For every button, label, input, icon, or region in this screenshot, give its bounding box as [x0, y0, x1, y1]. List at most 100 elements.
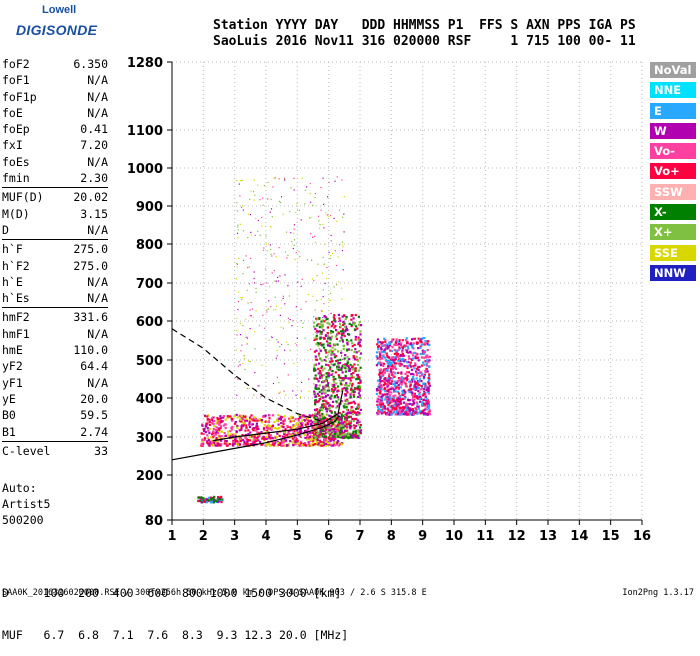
echo-point	[399, 395, 402, 398]
echo-point	[337, 435, 340, 439]
echo-point	[318, 347, 320, 349]
echo-point	[258, 418, 261, 421]
echo-point	[340, 423, 344, 426]
param-value: N/A	[87, 222, 108, 237]
echo-point	[310, 444, 313, 447]
echo-point	[405, 337, 408, 340]
echo-point	[355, 432, 358, 435]
echo-point	[333, 318, 336, 321]
echo-point	[335, 400, 338, 403]
echo-point	[312, 431, 315, 434]
echo-point	[249, 214, 251, 216]
echo-point	[202, 432, 205, 436]
echo-point	[352, 356, 355, 359]
echo-point	[412, 395, 415, 398]
echo-point	[314, 196, 316, 199]
echo-point	[307, 441, 310, 444]
echo-point	[236, 266, 238, 268]
echo-point	[296, 442, 299, 445]
echo-point	[402, 357, 405, 360]
echo-point	[388, 359, 391, 362]
echo-point	[354, 388, 357, 391]
echo-point	[386, 407, 389, 410]
echo-point	[329, 427, 332, 430]
echo-point	[395, 362, 398, 365]
echo-point	[285, 231, 288, 233]
echo-point	[323, 203, 325, 205]
param-value: 275.0	[73, 258, 108, 273]
echo-point	[316, 439, 319, 442]
echo-point	[315, 419, 318, 422]
echo-point	[392, 356, 395, 359]
echo-point	[320, 186, 322, 189]
echo-point	[236, 202, 238, 204]
echo-point	[337, 332, 341, 335]
echo-point	[383, 349, 386, 352]
echo-point	[354, 402, 357, 405]
echo-point	[306, 421, 309, 425]
echo-point	[397, 403, 401, 406]
echo-point	[243, 419, 247, 422]
echo-point	[282, 425, 285, 429]
echo-point	[313, 393, 316, 396]
echo-point	[325, 372, 328, 375]
echo-point	[428, 408, 431, 411]
echo-point	[273, 270, 275, 272]
echo-point	[239, 440, 242, 443]
echo-point	[346, 362, 349, 365]
echo-point	[302, 414, 305, 417]
legend-item-ssw: SSW	[650, 183, 696, 200]
y-tick-label: 900	[136, 200, 163, 215]
echo-point	[323, 438, 326, 442]
echo-point	[322, 396, 325, 399]
echo-point	[328, 389, 331, 392]
echo-point	[255, 422, 258, 425]
echo-point	[339, 434, 342, 438]
echo-point	[346, 364, 350, 367]
echo-point	[324, 282, 326, 284]
echo-point	[381, 408, 384, 411]
echo-point	[272, 186, 274, 188]
echo-point	[412, 365, 415, 368]
echo-point	[337, 374, 340, 377]
echo-point	[217, 500, 220, 504]
echo-point	[326, 266, 328, 269]
echo-point	[322, 317, 324, 319]
echo-point	[212, 496, 215, 500]
echo-point	[263, 424, 266, 427]
param-label: M(D)	[2, 206, 30, 221]
echo-point	[330, 336, 333, 340]
echo-point	[304, 436, 307, 440]
echo-point	[348, 382, 352, 385]
echo-point	[270, 248, 272, 250]
echo-point	[308, 435, 311, 439]
echo-point	[322, 289, 324, 291]
echo-point	[276, 427, 279, 431]
echo-point	[261, 443, 264, 446]
footer-file-info: SAA0K_2016316020000.RSF / 300fx256h 50 k…	[2, 588, 427, 598]
echo-point	[341, 436, 344, 439]
digisonde-logo: Lowell DIGISONDE	[2, 2, 112, 46]
logo-line2: DIGISONDE	[16, 22, 98, 38]
echo-point	[313, 416, 316, 419]
echo-point	[377, 409, 380, 412]
echo-point	[320, 298, 322, 300]
echo-point	[310, 438, 313, 441]
echo-point	[381, 341, 384, 344]
param-label: MUF(D)	[2, 190, 44, 205]
echo-point	[423, 373, 426, 376]
echo-point	[239, 322, 241, 324]
echo-point	[280, 421, 283, 425]
echo-point	[313, 435, 317, 438]
echo-point	[251, 308, 253, 310]
echo-point	[428, 343, 431, 347]
echo-point	[211, 422, 214, 425]
echo-point	[344, 354, 347, 357]
echo-point	[379, 389, 382, 392]
echo-point	[300, 419, 304, 422]
echo-point	[312, 204, 314, 206]
echo-point	[241, 206, 243, 209]
echo-point	[345, 414, 349, 417]
echo-point	[425, 362, 428, 365]
echo-point	[428, 373, 431, 376]
